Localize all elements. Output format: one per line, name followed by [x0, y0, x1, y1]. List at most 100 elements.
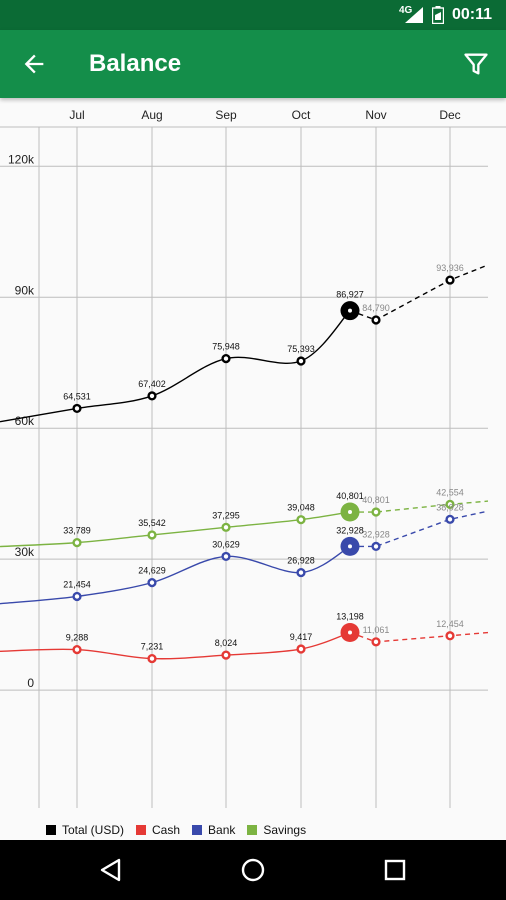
- cash-point[interactable]: [72, 644, 82, 655]
- circle-home-icon[interactable]: [239, 856, 267, 884]
- y-tick-label: 90k: [15, 283, 35, 297]
- cash-point[interactable]: [445, 631, 455, 641]
- savings-value-label: 35,542: [138, 518, 166, 528]
- legend-swatch-cash: [136, 825, 147, 835]
- x-tick-label: Sep: [215, 108, 237, 122]
- savings-value-label: 39,048: [287, 503, 315, 513]
- bank-projection-line: [350, 510, 489, 548]
- data-labels: 64,531 67,402 75,948 75,393 84,790 93,936 86,9…: [63, 263, 464, 652]
- filter-icon[interactable]: [462, 50, 490, 78]
- savings-point[interactable]: [296, 515, 306, 525]
- savings-value-label: 40,801: [362, 495, 390, 505]
- data-points[interactable]: [72, 275, 455, 664]
- legend-swatch-bank: [192, 825, 203, 835]
- signal-icon: [405, 7, 423, 23]
- savings-point[interactable]: [147, 530, 157, 540]
- total-value-label: 84,790: [362, 303, 390, 313]
- cash-point[interactable]: [147, 653, 157, 664]
- bank-point[interactable]: [221, 551, 231, 562]
- x-tick-label: Aug: [141, 108, 162, 122]
- x-tick-label: Nov: [365, 108, 386, 122]
- savings-current-marker-dot: [348, 510, 352, 515]
- legend-item-total: Total (USD): [46, 823, 124, 837]
- cash-value-label: 7,231: [141, 642, 164, 652]
- total-value-label: 64,531: [63, 391, 91, 401]
- y-tick-label: 0: [27, 676, 34, 690]
- cash-value-label: 11,061: [363, 625, 390, 635]
- legend-label-cash: Cash: [152, 823, 181, 837]
- cash-projection-line: [349, 631, 489, 643]
- savings-projection-line: [350, 500, 489, 513]
- savings-point[interactable]: [72, 538, 82, 548]
- page-title: Balance: [89, 50, 182, 77]
- square-recents-icon[interactable]: [381, 856, 409, 884]
- cash-point[interactable]: [296, 644, 306, 654]
- savings-point[interactable]: [371, 507, 381, 517]
- total-point[interactable]: [147, 391, 157, 401]
- legend-item-savings: Savings: [247, 823, 306, 837]
- total-value-label: 93,936: [436, 263, 464, 273]
- y-tick-label: 120k: [8, 152, 35, 166]
- y-tick-label: 30k: [15, 545, 35, 559]
- x-tick-label: Jul: [69, 108, 84, 122]
- series-lines: [0, 264, 489, 660]
- total-value-label: 67,402: [138, 379, 166, 389]
- savings-point[interactable]: [221, 522, 231, 532]
- bank-point[interactable]: [296, 567, 306, 578]
- total-point[interactable]: [371, 315, 381, 325]
- bank-value-label: 32,928: [362, 529, 390, 539]
- cash-value-label: 9,417: [290, 632, 313, 642]
- navigation-bar: [0, 840, 506, 900]
- bank-current-marker-dot: [348, 544, 352, 549]
- triangle-back-icon[interactable]: [97, 856, 125, 884]
- cash-current-label: 13,198: [336, 612, 364, 622]
- bank-point[interactable]: [371, 541, 381, 551]
- bank-current-label: 32,928: [336, 525, 364, 535]
- bank-point[interactable]: [445, 514, 455, 524]
- legend-label-savings: Savings: [263, 823, 307, 837]
- status-bar: 4G 00:11: [0, 0, 506, 30]
- bank-point[interactable]: [147, 578, 157, 588]
- total-line: [0, 310, 351, 423]
- cash-value-label: 12,454: [436, 619, 464, 629]
- total-point[interactable]: [221, 353, 231, 364]
- legend-item-cash: Cash: [136, 823, 180, 837]
- clock: 00:11: [452, 6, 493, 23]
- legend-item-bank: Bank: [192, 823, 235, 837]
- legend-swatch-savings: [247, 825, 258, 835]
- cash-point[interactable]: [371, 637, 381, 647]
- chart-legend: Total (USD) Cash Bank Savings: [46, 822, 318, 838]
- total-current-marker-dot: [348, 308, 352, 313]
- savings-value-label: 33,789: [63, 526, 91, 536]
- cash-point[interactable]: [221, 650, 231, 660]
- battery-icon: [432, 6, 444, 24]
- arrow-left-icon[interactable]: [20, 50, 48, 78]
- savings-value-label: 37,295: [212, 510, 240, 520]
- savings-point[interactable]: [445, 499, 455, 509]
- cash-value-label: 8,024: [215, 638, 238, 648]
- network-type: 4G: [399, 5, 413, 16]
- savings-current-label: 40,801: [336, 491, 364, 501]
- bank-value-label: 38,928: [436, 502, 464, 512]
- x-tick-label: Oct: [292, 108, 311, 122]
- savings-value-label: 42,554: [436, 487, 464, 497]
- legend-label-total: Total (USD): [62, 823, 125, 837]
- total-point[interactable]: [445, 275, 455, 285]
- bank-value-label: 24,629: [138, 566, 166, 576]
- legend-swatch-total: [46, 825, 56, 835]
- grid: [0, 126, 506, 808]
- x-tick-label: Dec: [439, 108, 460, 122]
- total-value-label: 75,948: [212, 342, 240, 352]
- bank-point[interactable]: [72, 591, 82, 602]
- total-projection-line: [349, 264, 489, 321]
- bank-value-label: 26,928: [287, 556, 315, 566]
- cash-current-marker-dot: [348, 630, 352, 635]
- total-value-label: 75,393: [287, 344, 315, 354]
- cash-value-label: 9,288: [66, 633, 89, 643]
- total-point[interactable]: [296, 356, 306, 366]
- total-point[interactable]: [72, 403, 82, 414]
- bank-value-label: 21,454: [63, 579, 91, 589]
- app-bar: Balance: [0, 30, 506, 98]
